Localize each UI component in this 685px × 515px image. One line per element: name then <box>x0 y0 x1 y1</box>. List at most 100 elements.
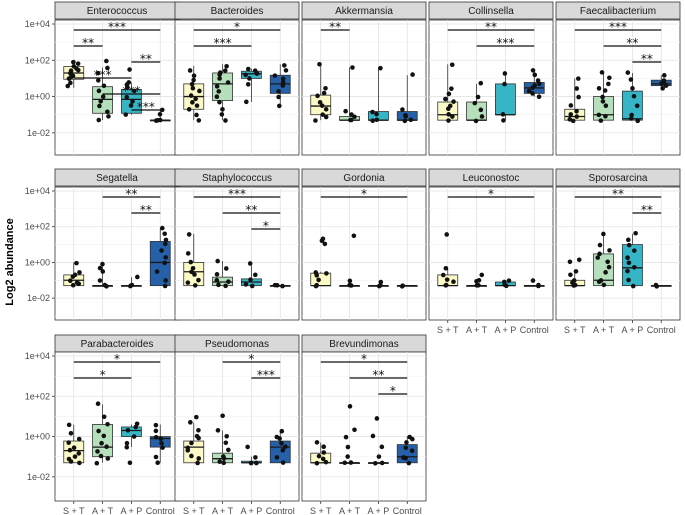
data-point <box>126 80 132 85</box>
data-point <box>317 61 322 67</box>
data-point <box>661 78 667 83</box>
panel-segatella: Segatella **** 1e-02 1e+00 1e+02 1e+04 <box>25 168 180 321</box>
data-point <box>348 117 354 123</box>
y-tick-label: 1e+02 <box>25 391 50 401</box>
data-point <box>160 445 165 450</box>
data-point <box>197 88 202 94</box>
data-point <box>105 65 110 71</box>
data-point <box>479 114 485 119</box>
x-tick-label: Control <box>146 506 175 515</box>
data-point <box>97 265 103 271</box>
data-point <box>100 269 106 274</box>
data-point <box>158 436 164 442</box>
y-tick-label: 1e+02 <box>25 222 50 232</box>
data-point <box>345 444 351 450</box>
data-point <box>600 94 605 100</box>
data-point <box>348 460 354 465</box>
data-point <box>217 99 222 105</box>
data-point <box>449 86 454 91</box>
data-point <box>598 118 604 123</box>
data-point <box>607 248 612 253</box>
data-point <box>194 103 200 108</box>
data-point <box>254 460 259 466</box>
data-point <box>370 433 376 439</box>
data-point <box>217 70 223 75</box>
data-point <box>661 73 667 78</box>
data-point <box>370 109 375 115</box>
data-point <box>320 456 326 462</box>
data-point <box>67 447 73 453</box>
data-point <box>450 114 455 119</box>
data-point <box>72 272 78 278</box>
data-point <box>606 264 612 270</box>
data-point <box>323 86 328 91</box>
box-a-p <box>495 72 516 121</box>
data-point <box>603 113 608 119</box>
data-point <box>245 444 250 450</box>
facet-title: Pseudomonas <box>205 339 269 350</box>
x-tick-label: S + T <box>564 325 586 335</box>
data-point <box>476 282 481 288</box>
box-a-p <box>368 462 389 464</box>
box-iqr <box>149 241 171 287</box>
data-point <box>402 118 408 124</box>
facet-strip <box>301 168 427 187</box>
y-tick-label: 1e+02 <box>25 55 50 65</box>
data-point <box>191 77 196 83</box>
data-point <box>70 282 76 288</box>
data-point <box>631 248 637 253</box>
data-point <box>532 83 537 88</box>
significance-label: * <box>234 20 240 34</box>
data-point <box>220 107 225 112</box>
data-point <box>625 268 630 274</box>
data-point <box>248 460 254 466</box>
data-point <box>575 76 581 81</box>
data-point <box>634 103 640 109</box>
data-point <box>276 103 282 109</box>
data-point <box>378 279 384 285</box>
panel-gordonia: Gordonia * <box>301 168 427 321</box>
x-tick-label: A + P <box>121 506 143 515</box>
box-iqr <box>63 440 85 464</box>
data-point <box>574 86 580 91</box>
y-tick-label: 1e-02 <box>27 472 50 482</box>
data-point <box>97 278 103 283</box>
data-point <box>313 118 318 123</box>
data-point <box>101 414 107 420</box>
box-iqr <box>437 101 459 121</box>
box-a-p <box>622 233 643 287</box>
data-point <box>96 428 101 434</box>
data-point <box>410 72 415 77</box>
data-point <box>190 85 196 91</box>
x-tick-label: Control <box>520 325 549 335</box>
y-tick-label: 1e-02 <box>27 293 50 303</box>
data-point <box>633 230 638 236</box>
data-point <box>630 283 636 289</box>
data-point <box>65 83 71 89</box>
data-point <box>605 259 610 265</box>
data-point <box>347 404 353 409</box>
data-point <box>280 460 286 465</box>
box-s-t <box>63 62 85 88</box>
data-point <box>313 283 319 289</box>
significance-label: *** <box>108 20 126 34</box>
data-point <box>253 455 258 460</box>
data-point <box>443 265 449 271</box>
significance-label: ** <box>641 203 653 217</box>
data-point <box>635 118 641 124</box>
data-point <box>597 242 603 248</box>
data-point <box>407 434 412 440</box>
data-point <box>321 444 327 450</box>
data-point <box>317 100 323 105</box>
facet-strip <box>301 1 427 20</box>
data-point <box>376 454 382 459</box>
data-point <box>350 65 355 70</box>
data-point <box>502 71 508 76</box>
data-point <box>95 70 101 76</box>
data-point <box>567 117 573 122</box>
x-tick-label: A + P <box>495 325 517 335</box>
significance-label: ** <box>140 52 152 66</box>
data-point <box>408 117 414 123</box>
box-control <box>149 228 171 287</box>
data-point <box>570 118 576 124</box>
